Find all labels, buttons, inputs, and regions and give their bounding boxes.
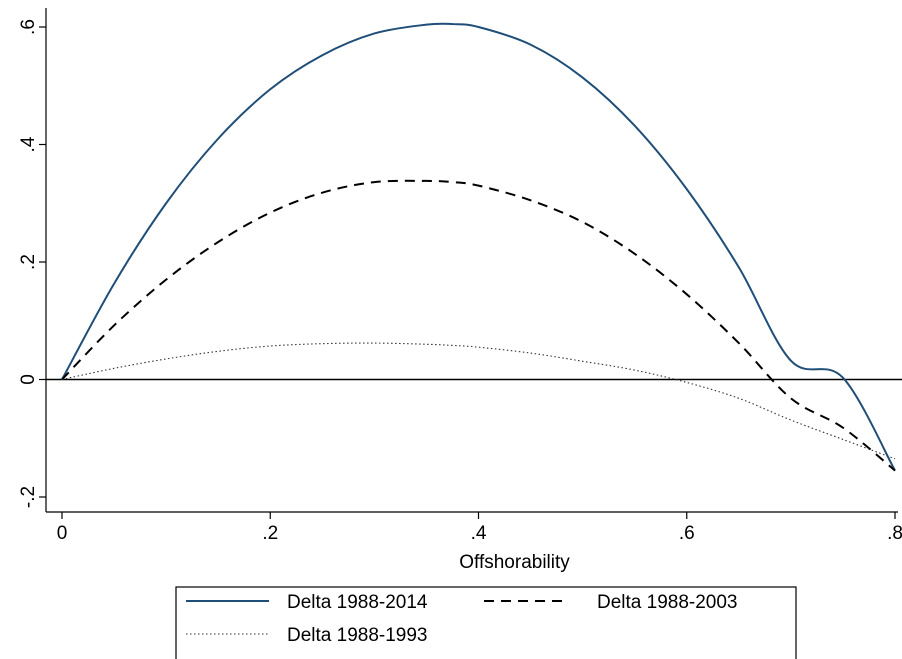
legend: Delta 1988-2014 Delta 1988-2003 Delta 1988…: [175, 586, 797, 659]
x-axis-ticks: 0 .2 .4 .6 .8: [57, 512, 902, 544]
x-tick-label: .4: [471, 523, 487, 544]
y-tick-label: 0: [18, 374, 39, 385]
x-tick-label: .6: [679, 523, 695, 544]
x-tick-label: .8: [887, 523, 902, 544]
legend-label-2: Delta 1988-2003: [597, 592, 738, 613]
legend-label-1: Delta 1988-2014: [287, 592, 428, 613]
y-tick-label: -.2: [18, 486, 39, 508]
x-axis-label: Offshorability: [459, 552, 570, 573]
legend-label-3: Delta 1988-1993: [287, 625, 428, 646]
series-lines: [61, 22, 896, 472]
y-tick-label: .4: [18, 136, 39, 152]
series-line-3: [61, 342, 896, 460]
y-tick-label: .6: [18, 19, 39, 35]
series-line-1: [61, 22, 896, 472]
legend-box: [175, 586, 797, 659]
y-tick-label: .2: [18, 254, 39, 270]
axes: [45, 8, 898, 513]
series-line-2: [61, 179, 896, 472]
x-tick-label: 0: [57, 523, 68, 544]
y-axis-ticks: -.2 0 .2 .4 .6: [18, 19, 46, 508]
x-tick-label: .2: [262, 523, 278, 544]
